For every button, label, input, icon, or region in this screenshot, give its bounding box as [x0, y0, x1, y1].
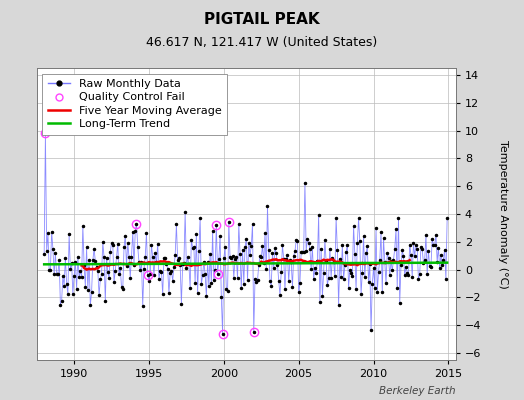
Legend: Raw Monthly Data, Quality Control Fail, Five Year Moving Average, Long-Term Tren: Raw Monthly Data, Quality Control Fail, … [42, 74, 227, 135]
Text: PIGTAIL PEAK: PIGTAIL PEAK [204, 12, 320, 27]
Text: 46.617 N, 121.417 W (United States): 46.617 N, 121.417 W (United States) [146, 36, 378, 49]
Text: Berkeley Earth: Berkeley Earth [379, 386, 456, 396]
Y-axis label: Temperature Anomaly (°C): Temperature Anomaly (°C) [498, 140, 508, 288]
